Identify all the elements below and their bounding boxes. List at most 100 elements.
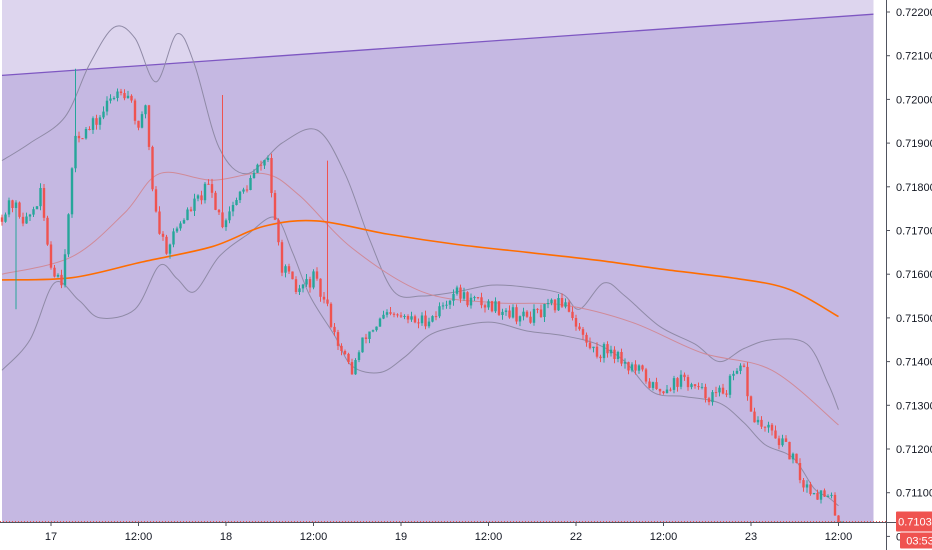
candle <box>795 453 798 464</box>
candle-body <box>137 120 140 128</box>
candle-body <box>133 100 137 121</box>
candle-body <box>655 382 658 389</box>
candle <box>277 218 280 246</box>
candle-body <box>483 305 487 308</box>
candle <box>837 515 840 522</box>
candle-body <box>732 373 735 376</box>
candle <box>74 68 77 173</box>
candle <box>305 274 308 287</box>
candle <box>340 343 343 356</box>
candle <box>469 293 473 309</box>
candle <box>732 370 735 381</box>
candle-body <box>707 398 711 403</box>
candle-body <box>196 195 200 199</box>
candle <box>599 354 602 363</box>
candle <box>301 283 305 293</box>
candle-body <box>805 484 809 488</box>
candle-body <box>424 315 427 327</box>
candle-body <box>84 129 88 139</box>
candle <box>777 435 781 450</box>
candle-body <box>35 206 39 210</box>
candle-body <box>721 387 725 394</box>
candle-body <box>81 138 84 140</box>
candle <box>623 358 627 369</box>
candle <box>557 294 560 311</box>
candle-body <box>809 484 812 495</box>
candle-body <box>833 494 837 516</box>
candle-body <box>420 315 424 324</box>
candle-body <box>70 168 74 215</box>
candle-body <box>630 364 634 371</box>
candle-body <box>161 233 165 237</box>
candle-body <box>56 274 60 277</box>
candle-body <box>686 377 690 388</box>
candle-body <box>651 382 655 388</box>
candle <box>392 312 396 318</box>
candle-body <box>210 184 214 193</box>
candle-body <box>63 254 67 286</box>
candle <box>508 305 511 319</box>
candle <box>592 346 595 353</box>
candle <box>672 375 676 394</box>
candle <box>21 212 25 227</box>
candle <box>749 395 753 412</box>
candle-body <box>816 493 819 500</box>
candle-body <box>746 366 749 397</box>
candle <box>98 115 102 130</box>
candle <box>238 190 242 203</box>
candle-body <box>431 316 434 322</box>
candle <box>326 160 329 307</box>
candle <box>196 194 200 202</box>
candle-body <box>410 316 413 320</box>
price-tick-label: 0.71500 <box>896 313 932 325</box>
candle <box>651 381 655 391</box>
candle-body <box>725 393 728 395</box>
candle-body <box>466 292 469 306</box>
candle-body <box>798 463 802 481</box>
candle <box>368 331 371 344</box>
candle-body <box>539 309 543 317</box>
candle-body <box>627 362 630 371</box>
candle <box>151 145 154 192</box>
candle-body <box>571 311 574 318</box>
candle-body <box>525 311 529 317</box>
time-axis <box>0 522 932 550</box>
candle-body <box>802 480 805 488</box>
candle <box>714 386 718 397</box>
candle-body <box>518 316 522 322</box>
candle <box>529 311 532 324</box>
candle-body <box>91 118 95 130</box>
candle-body <box>21 216 25 224</box>
candle <box>637 364 641 374</box>
candle <box>361 337 364 353</box>
candle-body <box>284 266 287 273</box>
candle <box>784 435 788 442</box>
candle-body <box>459 287 462 299</box>
candle <box>116 88 119 102</box>
candle-body <box>662 391 665 394</box>
candle <box>585 332 588 347</box>
candle <box>826 494 830 498</box>
candle-body <box>186 209 189 221</box>
candle <box>438 302 441 319</box>
candle-body <box>606 344 609 354</box>
candle-body <box>585 334 588 343</box>
candle <box>816 489 819 500</box>
candle <box>441 302 445 310</box>
candle <box>665 385 669 394</box>
candle-body <box>375 326 378 331</box>
candle-body <box>158 211 161 234</box>
candle-body <box>683 374 686 378</box>
candle <box>805 480 809 493</box>
candle <box>119 88 123 96</box>
candle-body <box>368 331 371 339</box>
candle <box>448 299 452 309</box>
candle <box>168 243 172 259</box>
candle-body <box>18 202 21 217</box>
candle-body <box>718 387 721 393</box>
candle <box>259 160 263 171</box>
candle <box>210 178 214 198</box>
candle-body <box>252 172 256 178</box>
candle-body <box>637 365 641 371</box>
